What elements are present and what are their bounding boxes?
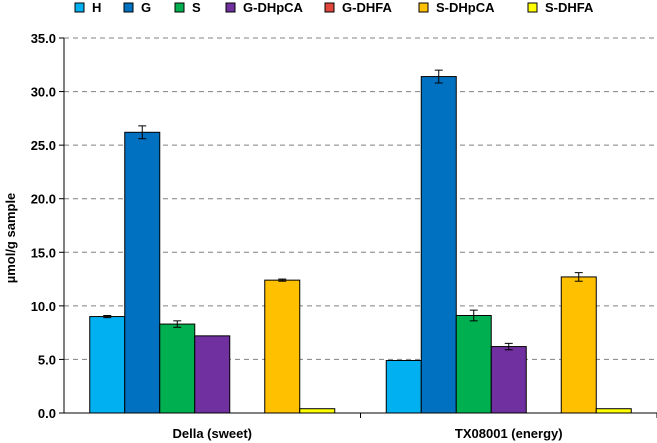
x-tick-label: Della (sweet) bbox=[173, 426, 252, 441]
legend-swatch-g-dhfa bbox=[324, 2, 335, 13]
legend-swatch-g bbox=[123, 2, 134, 13]
legend-label-s-dhfa: S-DHFA bbox=[545, 0, 594, 15]
legend-label-g: G bbox=[141, 0, 151, 15]
bar-s-1 bbox=[159, 323, 196, 414]
bar-g-1 bbox=[124, 131, 161, 414]
legend-label-g-dhpca: G-DHpCA bbox=[243, 0, 304, 15]
y-tick-label: 20.0 bbox=[31, 192, 56, 207]
bar-g-dhpca-2 bbox=[490, 346, 527, 414]
legend-swatch-h bbox=[74, 2, 85, 13]
bar-s-dhfa-1 bbox=[299, 408, 336, 414]
bar-s-2 bbox=[455, 315, 492, 414]
bar-g-dhpca-1 bbox=[194, 335, 231, 414]
legend-swatch-g-dhpca bbox=[225, 2, 236, 13]
legend-swatch-s bbox=[174, 2, 185, 13]
legend-label-g-dhfa: G-DHFA bbox=[342, 0, 392, 15]
x-tick-label: TX08001 (energy) bbox=[455, 426, 563, 441]
bar-h-2 bbox=[385, 360, 422, 414]
y-tick-label: 35.0 bbox=[31, 31, 56, 46]
legend-swatch-s-dhpca bbox=[418, 2, 429, 13]
bar-s-dhfa-2 bbox=[595, 408, 632, 414]
bar-s-dhpca-2 bbox=[560, 276, 597, 414]
bar-h-1 bbox=[89, 316, 126, 414]
y-tick-label: 5.0 bbox=[38, 352, 56, 367]
legend: H G S G-DHpCA G-DHFA S-DHpCA S-DHFA bbox=[74, 0, 594, 15]
bar-s-dhpca-1 bbox=[264, 279, 301, 414]
y-axis-title: µmol/g sample bbox=[3, 193, 18, 284]
bars bbox=[89, 69, 632, 414]
legend-swatch-s-dhfa bbox=[527, 2, 538, 13]
bar-g-2 bbox=[420, 76, 457, 414]
legend-label-h: H bbox=[92, 0, 101, 15]
y-tick-label: 30.0 bbox=[31, 85, 56, 100]
y-tick-label: 0.0 bbox=[38, 406, 56, 421]
legend-label-s: S bbox=[192, 0, 201, 15]
y-tick-label: 15.0 bbox=[31, 245, 56, 260]
legend-label-s-dhpca: S-DHpCA bbox=[436, 0, 495, 15]
y-tick-label: 10.0 bbox=[31, 299, 56, 314]
y-tick-label: 25.0 bbox=[31, 138, 56, 153]
axes: 0.0 5.0 10.0 15.0 20.0 25.0 30.0 35.0 Della (swe… bbox=[31, 31, 657, 441]
